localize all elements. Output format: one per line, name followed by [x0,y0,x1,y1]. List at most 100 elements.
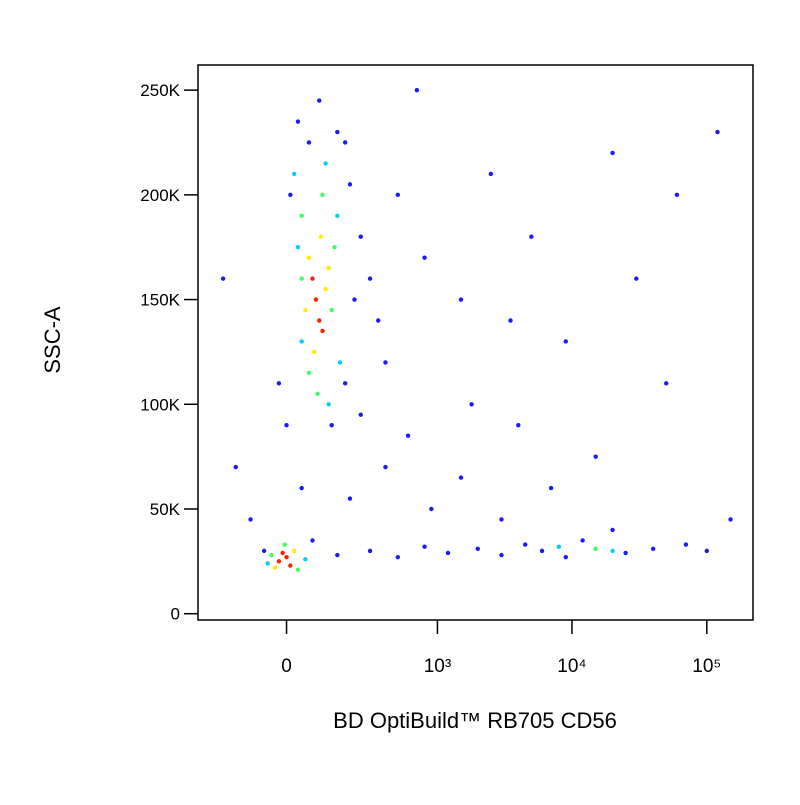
data-point [664,381,669,386]
data-point [295,119,301,124]
data-point [337,360,343,365]
data-point [335,552,340,558]
plot-frame [197,64,754,621]
data-point [299,339,304,344]
data-point [299,213,304,218]
y-tick-label: 50K [150,500,181,519]
data-point [422,544,427,549]
data-point [315,391,320,397]
data-point [395,192,401,198]
data-point [488,171,494,177]
data-point [265,561,270,566]
y-tick-label: 150K [140,291,180,310]
data-point [306,140,312,145]
data-point [303,557,308,562]
data-point [563,339,568,344]
data-point [395,554,401,560]
data-point [383,360,388,365]
data-point [508,318,513,323]
data-point [516,423,521,428]
data-point [284,554,289,560]
data-point [358,412,363,417]
data-point [445,550,451,556]
data-point [610,527,615,533]
data-point [306,255,312,260]
data-point [295,567,301,572]
data-point [610,548,615,554]
data-point [220,276,226,281]
y-tick-label: 100K [140,395,180,414]
data-point [326,402,331,407]
data-point [299,485,304,491]
data-point [335,129,340,135]
data-point [335,213,340,218]
y-tick-label: 200K [140,186,180,205]
x-tick-label: 10⁴ [557,656,586,677]
data-point [276,381,282,386]
data-point [329,307,334,313]
data-point [475,546,480,551]
data-point [342,381,348,386]
data-point [347,182,353,187]
data-point [291,548,297,554]
data-point [310,538,315,543]
x-tick-label: 10³ [424,656,451,677]
data-point [704,548,710,554]
data-point [593,546,598,551]
data-point [593,454,598,459]
data-point [499,552,504,558]
data-point [261,548,267,554]
data-point [367,548,373,554]
data-point [318,234,324,239]
data-point [650,546,656,551]
data-point [674,192,680,198]
y-tick-label: 250K [140,81,180,100]
data-point [683,542,689,547]
data-point [326,265,331,271]
data-point [310,276,315,281]
data-point [317,98,322,103]
data-point [523,542,528,547]
data-point [320,192,325,198]
data-point [623,550,628,556]
x-tick-label: 0 [281,656,292,677]
data-point [233,464,238,470]
data-point [313,297,319,302]
data-point [295,245,301,250]
data-point [469,402,474,407]
data-point [323,286,328,292]
data-point [580,538,585,543]
data-point [383,464,388,470]
data-point [529,234,534,239]
data-point [634,276,639,281]
data-point [276,559,282,564]
data-point [306,370,312,376]
data-point [367,276,373,281]
data-point [563,554,568,560]
y-tick-label: 0 [171,605,180,624]
data-point [414,87,420,93]
data-point [291,171,297,177]
data-point [284,423,289,428]
data-point [610,150,615,156]
data-point [299,276,304,281]
data-point [548,485,554,491]
data-point [347,496,353,501]
data-point [358,234,363,239]
y-axis-title: SSC-A [40,306,65,374]
data-point [429,506,434,512]
data-point [715,129,720,135]
data-point [288,192,293,198]
x-axis-title: BD OptiBuild™ RB705 CD56 [333,708,617,733]
data-point [376,318,381,323]
data-point [272,565,278,570]
data-point [332,245,337,250]
data-point [320,328,325,334]
data-point [248,517,253,522]
data-point [269,552,274,558]
data-point [728,517,733,522]
data-point [312,349,317,355]
data-point [329,423,334,428]
data-point [342,140,348,145]
